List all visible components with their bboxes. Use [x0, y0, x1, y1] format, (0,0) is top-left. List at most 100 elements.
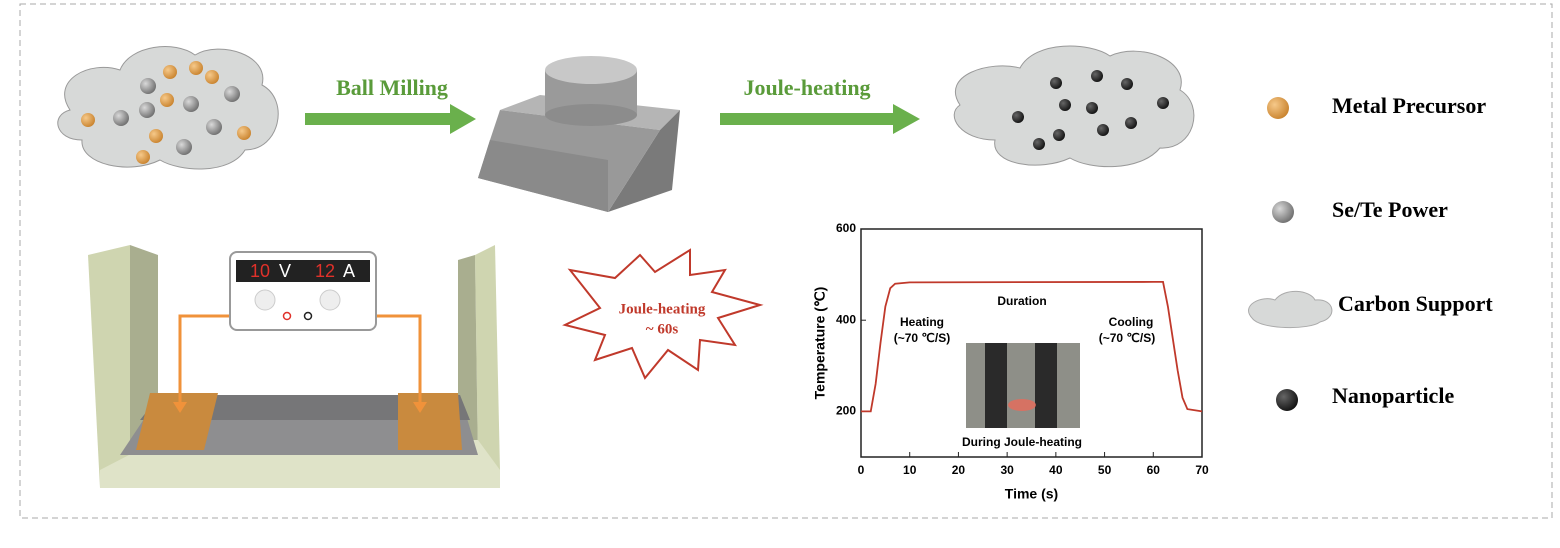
se-te-powder: [183, 96, 199, 112]
metal-precursor: [81, 113, 95, 127]
x-tick-label: 70: [1195, 463, 1209, 477]
se-te-powder: [224, 86, 240, 102]
mill-step: [478, 140, 608, 212]
se-te-powder: [206, 119, 222, 135]
x-tick-label: 40: [1049, 463, 1063, 477]
annotation: (~70 ℃/S): [894, 331, 951, 345]
voltage-unit: V: [279, 261, 291, 281]
plot-frame: [860, 228, 1203, 458]
inset-photo: [966, 343, 1080, 428]
nanoparticle: [1091, 70, 1103, 82]
x-tick-label: 50: [1098, 463, 1112, 477]
annotation: During Joule-heating: [962, 435, 1082, 449]
photo-electrode: [1035, 343, 1057, 428]
legend-label: Metal Precursor: [1332, 93, 1486, 118]
annotation: Duration: [997, 294, 1046, 308]
nanoparticle: [1053, 129, 1065, 141]
annotation: (~70 ℃/S): [1099, 331, 1156, 345]
se-te-powder: [113, 110, 129, 126]
legend-label: Carbon Support: [1338, 291, 1493, 316]
annotation: Cooling: [1109, 315, 1154, 329]
legend-label: Nanoparticle: [1332, 383, 1454, 408]
photo: [966, 343, 1080, 428]
metal-precursor: [189, 61, 203, 75]
arrow-head: [450, 104, 476, 134]
apparatus: [88, 245, 500, 488]
nanoparticle: [1033, 138, 1045, 150]
electrode: [136, 393, 218, 450]
substrate-top: [140, 395, 470, 420]
y-tick-label: 200: [836, 404, 856, 418]
nanoparticle: [1086, 102, 1098, 114]
nanoparticle: [1125, 117, 1137, 129]
terminal: [303, 311, 313, 321]
y-tick-label: 600: [836, 221, 856, 235]
nanoparticle: [1050, 77, 1062, 89]
annotation: Heating: [900, 315, 944, 329]
photo-glow: [1008, 399, 1036, 411]
carbon-cloud: [57, 46, 279, 170]
photo-electrode: [985, 343, 1007, 428]
display: [236, 260, 370, 282]
x-tick-label: 30: [1000, 463, 1014, 477]
step-label: Joule-heating: [743, 75, 870, 100]
metal-precursor: [136, 150, 150, 164]
burst: [562, 248, 764, 380]
x-tick-label: 60: [1147, 463, 1161, 477]
metal-precursor: [149, 129, 163, 143]
wall: [475, 245, 500, 470]
line: [861, 280, 1203, 413]
y-tick-label: 400: [836, 312, 856, 326]
particles: [81, 61, 251, 164]
wall: [88, 245, 130, 488]
se-te-powder: [140, 78, 156, 94]
burst-label: ~ 60s: [646, 321, 679, 337]
voltage: 10: [250, 261, 270, 281]
x-tick-label: 0: [858, 463, 865, 477]
wire-arrow: [413, 402, 427, 413]
metal-precursor: [160, 93, 174, 107]
border: [19, 3, 1553, 519]
terminal: [282, 311, 292, 321]
legend-icon: [1276, 389, 1298, 411]
arrow-shaft: [720, 113, 896, 125]
mill-side: [608, 110, 680, 212]
current: 12: [315, 261, 335, 281]
arrow: [305, 104, 476, 134]
plot: 0 10 20 30 40 50 60 70 200 400 600 Time (s) Temperat…: [812, 221, 1209, 502]
nanoparticle: [1097, 124, 1109, 136]
nanoparticle: [1012, 111, 1024, 123]
x-tick-label: 10: [903, 463, 917, 477]
metal-precursor: [163, 65, 177, 79]
ball-mill: [478, 56, 680, 212]
legend-label: Se/Te Power: [1332, 197, 1448, 222]
electrode: [398, 393, 462, 450]
y-axis-label: Temperature (℃): [812, 287, 828, 400]
arrow-head: [893, 104, 920, 134]
nanoparticles: [1012, 70, 1169, 150]
legend-icon: [1267, 97, 1289, 119]
arrow-shaft: [305, 113, 453, 125]
carbon-cloud: [953, 45, 1195, 168]
fan: [254, 289, 276, 311]
se-te-powder: [176, 139, 192, 155]
wire-arrow: [173, 402, 187, 413]
se-te-powder: [139, 102, 155, 118]
nanoparticle: [1157, 97, 1169, 109]
x-axis-label: Time (s): [1005, 486, 1058, 502]
nanoparticle: [1059, 99, 1071, 111]
mill-cylinder-top: [545, 56, 637, 84]
current-unit: A: [343, 261, 355, 281]
legend-icon: [1272, 201, 1294, 223]
fan: [319, 289, 341, 311]
burst-label: Joule-heating: [619, 301, 706, 317]
metal-precursor: [205, 70, 219, 84]
step-label: Ball Milling: [336, 75, 448, 100]
metal-precursor: [237, 126, 251, 140]
arrow: [720, 104, 920, 134]
nanoparticle: [1121, 78, 1133, 90]
mill-cylinder-base: [545, 104, 637, 126]
